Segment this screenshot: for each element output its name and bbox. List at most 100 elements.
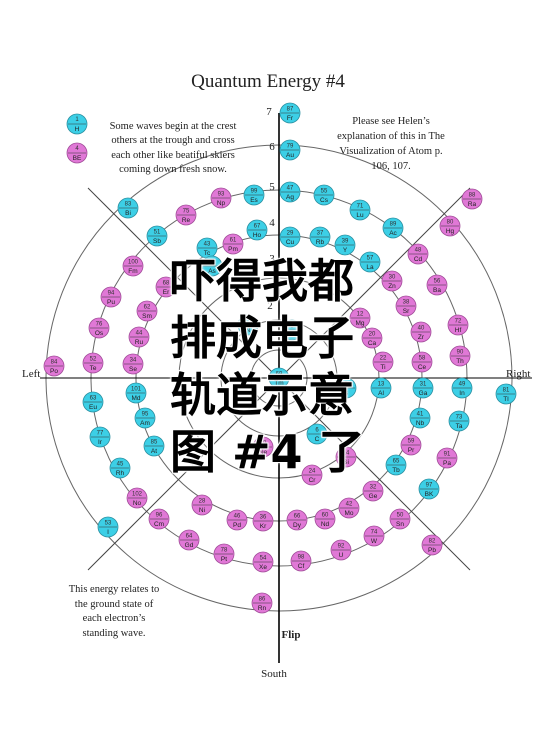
element-gd: 64 Gd [178,529,200,551]
element-symbol: Pa [443,460,451,467]
element-ca: 20 Ca [361,327,383,349]
element-symbol: Hf [455,327,462,334]
element-md: 101 Md [125,382,147,404]
element-number: 79 [287,144,294,150]
element-symbol: Tb [392,467,400,474]
flip-label: Flip [282,629,301,641]
element-lu: 71 Lu [349,199,371,221]
note-line: Some waves begin at the crest [110,121,237,132]
element-symbol: Ho [253,232,262,239]
element-number: 47 [287,186,294,192]
element-number: 7 [246,319,250,325]
element-fm: 100 Fm [122,255,144,277]
note-line: standing wave. [83,628,146,639]
element-number: 44 [136,331,143,337]
element-se: 34 Se [122,353,144,375]
element-os: 76 Os [88,317,110,339]
element-number: 39 [342,239,349,245]
element-symbol: Es [250,197,258,204]
element-symbol: U [339,552,344,559]
element-symbol: Cu [286,239,295,246]
element-pb: 82 Pb [421,534,443,556]
element-number: 53 [105,521,112,527]
element-symbol: No [133,500,142,507]
element-ga: 31 Ga [412,377,434,399]
element-number: 61 [230,238,237,244]
element-symbol: Ra [468,201,477,208]
axis-number: 3 [269,253,275,265]
element-symbol: Zr [418,334,425,341]
element-number: 85 [151,440,158,446]
element-number: 29 [287,231,294,237]
element-number: 30 [389,275,396,281]
element-y: 39 Y [334,234,356,256]
element-symbol: B [344,390,348,397]
element-pt: 78 Pt [213,543,235,565]
element-tc: 43 Tc [196,237,218,259]
element-symbol: Bi [125,210,131,217]
element-number: 43 [204,242,211,248]
element-symbol: Xe [259,564,267,571]
element-ac: 89 Ac [382,217,404,239]
element-symbol: Pm [228,246,238,253]
element-symbol: Pr [408,447,415,454]
element-number: 33 [209,260,216,266]
element-te: 52 Te [82,352,104,374]
element-number: 74 [371,530,378,536]
element-pr: 59 Pr [400,434,422,456]
element-number: 55 [321,189,328,195]
element-symbol: Sn [396,521,404,528]
element-ho: 67 Ho [246,219,268,241]
element-number: 40 [418,326,425,332]
element-symbol: BK [425,491,434,498]
element-ti: 22 Ti [372,351,394,373]
element-number: 82 [429,539,436,545]
element-number: 50 [397,513,404,519]
note-line: 106, 107. [371,161,410,172]
element-u: 92 U [330,539,352,561]
element-number: 57 [367,256,374,262]
element-number: 22 [380,356,387,362]
axis-number: 4 [269,217,275,229]
element-c: 6C [306,423,328,445]
element-ta: 73 Ta [448,410,470,432]
element-symbol: Hg [446,228,455,235]
element-symbol: Ac [389,230,397,237]
note-top-left: Some waves begin at the crest others at … [110,121,237,175]
element-symbol: Ne [259,449,268,456]
element-symbol: Fm [128,268,137,275]
element-symbol: Cf [298,563,305,570]
element-symbol: Np [217,200,226,207]
element-si: 14 Si [335,446,357,468]
overlay-line: 图 #4 了 [169,424,366,480]
element-symbol: Re [182,217,191,224]
element-number: 98 [298,555,305,561]
element-au: 79 Au [279,139,301,161]
element-number: 95 [142,412,149,418]
element-zr: 40 Zr [410,321,432,343]
overlay-line: 轨道示意 [169,367,355,423]
note-line: Please see Helen’s [352,116,430,127]
element-symbol: Pd [233,522,241,529]
element-cd: 48 Cd [407,243,429,265]
element-number: 20 [369,332,376,338]
element-number: 36 [260,515,267,521]
element-number: 34 [130,358,137,364]
element-symbol: Cm [154,521,164,528]
element-cr: 24 Cr [301,464,323,486]
element-symbol: Po [50,368,58,375]
element-number: 80 [447,220,454,226]
element-symbol: Nd [321,521,330,528]
element-ne: 10 Ne [252,436,274,458]
legend-num: 4 [75,146,79,152]
element-number: 68 [163,281,170,287]
element-symbol: Ti [380,364,385,371]
element-number: 78 [221,548,228,554]
element-n: 7N [237,314,259,336]
element-symbol: Ni [199,507,205,514]
element-number: 46 [234,514,241,520]
note-line: explanation of this in The [337,131,445,142]
element-nd: 60 Nd [314,508,336,530]
element-cu: 29 Cu [279,226,301,248]
element-sn: 50 Sn [389,508,411,530]
